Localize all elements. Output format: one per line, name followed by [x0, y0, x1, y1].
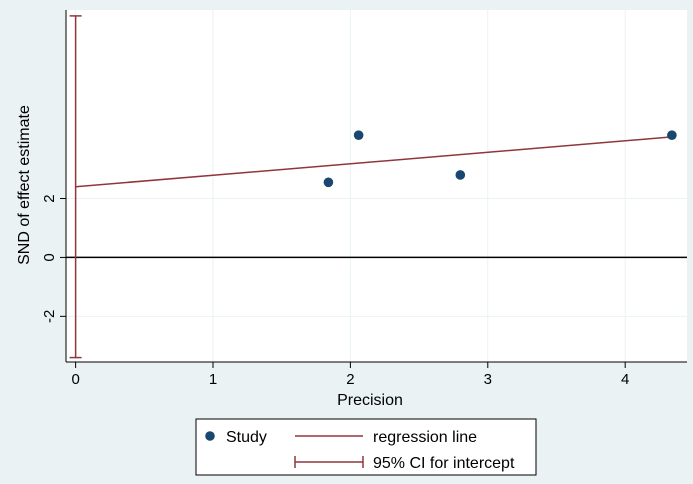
x-tick-label-2: 2 [346, 371, 354, 388]
x-tick-label-3: 3 [484, 371, 492, 388]
x-tick-label-1: 1 [209, 371, 217, 388]
x-tick-label-4: 4 [621, 371, 629, 388]
y-tick-label-2: 2 [41, 194, 58, 202]
legend: Study regression line 95% CI for interce… [195, 418, 537, 476]
legend-ci-label: 95% CI for intercept [373, 455, 515, 472]
regression-line [75, 136, 672, 188]
regression-layer [75, 136, 672, 188]
y-axis-title: SND of effect estimate [16, 105, 33, 265]
study-point-3 [667, 130, 677, 140]
study-point-2 [455, 170, 466, 180]
plot-area [66, 10, 687, 362]
x-tick-label-0: 0 [71, 371, 79, 388]
legend-box [195, 418, 537, 476]
legend-study-marker [205, 431, 215, 441]
legend-regression-label: regression line [373, 429, 477, 446]
legend-study-label: Study [226, 429, 267, 446]
x-axis-title: Precision [337, 392, 403, 409]
y-tick-label-0: -2 [41, 310, 58, 323]
axis-layer: 0 1 2 3 4 -2 0 2 [41, 10, 687, 388]
study-point-1 [353, 130, 364, 140]
legend-ci-swatch [294, 456, 364, 468]
study-point-0 [323, 177, 334, 188]
points-layer [323, 130, 677, 188]
y-tick-label-1: 0 [41, 253, 58, 261]
